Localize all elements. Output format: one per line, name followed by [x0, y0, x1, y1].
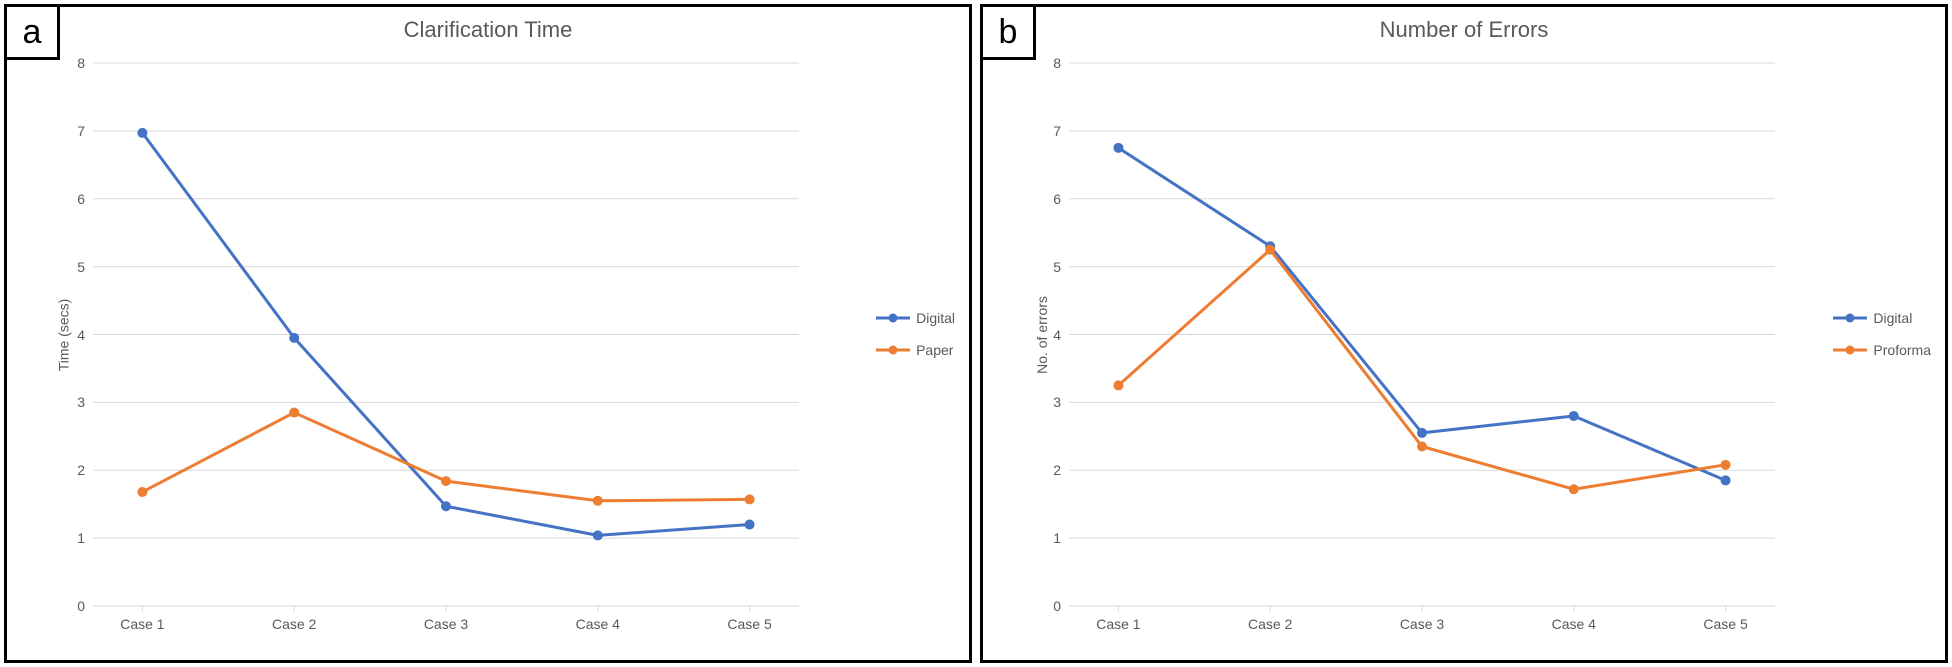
series-marker [593, 496, 603, 506]
series-marker [1265, 245, 1275, 255]
x-tick-label: Case 4 [576, 616, 620, 632]
panel-a-chart: Time (secs) 012345678Case 1Case 2Case 3C… [93, 63, 799, 606]
x-tick-label: Case 1 [120, 616, 164, 632]
legend-label: Proforma [1873, 342, 1931, 358]
series-marker [441, 476, 451, 486]
y-tick-label: 7 [1033, 123, 1061, 139]
y-tick-label: 5 [1033, 259, 1061, 275]
series-marker [289, 408, 299, 418]
panel-a-letter: a [4, 4, 60, 60]
y-tick-label: 1 [1033, 530, 1061, 546]
x-tick-label: Case 3 [1400, 616, 1444, 632]
series-marker [745, 494, 755, 504]
panel-a-title: Clarification Time [7, 17, 969, 57]
series-line [1118, 250, 1725, 490]
legend-swatch [1833, 344, 1867, 356]
y-tick-label: 3 [57, 394, 85, 410]
legend-item: Proforma [1833, 342, 1931, 358]
plot-svg [1069, 63, 1775, 606]
y-tick-label: 8 [1033, 55, 1061, 71]
legend-label: Paper [916, 342, 953, 358]
series-marker [1721, 475, 1731, 485]
y-tick-label: 5 [57, 259, 85, 275]
legend-swatch [1833, 312, 1867, 324]
y-tick-label: 2 [1033, 462, 1061, 478]
x-tick-label: Case 5 [727, 616, 771, 632]
y-tick-label: 4 [57, 327, 85, 343]
series-marker [289, 333, 299, 343]
legend-item: Digital [876, 310, 955, 326]
legend-swatch [876, 344, 910, 356]
y-tick-label: 0 [1033, 598, 1061, 614]
series-marker [1569, 411, 1579, 421]
series-marker [1113, 380, 1123, 390]
series-marker [137, 487, 147, 497]
y-tick-label: 3 [1033, 394, 1061, 410]
panel-b-title: Number of Errors [983, 17, 1945, 57]
legend-item: Paper [876, 342, 955, 358]
x-tick-label: Case 4 [1552, 616, 1596, 632]
legend-item: Digital [1833, 310, 1931, 326]
panel-b: b Number of Errors No. of errors 0123456… [980, 4, 1948, 663]
series-marker [137, 128, 147, 138]
plot-svg [93, 63, 799, 606]
y-tick-label: 2 [57, 462, 85, 478]
series-marker [441, 501, 451, 511]
series-marker [1113, 143, 1123, 153]
y-tick-label: 6 [1033, 191, 1061, 207]
panel-b-legend: Digital Proforma [1833, 310, 1931, 358]
series-marker [745, 520, 755, 530]
x-tick-label: Case 2 [1248, 616, 1292, 632]
y-tick-label: 6 [57, 191, 85, 207]
y-tick-label: 1 [57, 530, 85, 546]
panel-b-letter: b [980, 4, 1036, 60]
legend-label: Digital [916, 310, 955, 326]
series-marker [1417, 428, 1427, 438]
y-tick-label: 8 [57, 55, 85, 71]
panel-b-letter-text: b [999, 13, 1018, 52]
figure-container: a Clarification Time Time (secs) 0123456… [0, 0, 1952, 667]
panel-a: a Clarification Time Time (secs) 0123456… [4, 4, 972, 663]
y-tick-label: 4 [1033, 327, 1061, 343]
series-marker [1569, 484, 1579, 494]
series-marker [1721, 460, 1731, 470]
x-tick-label: Case 3 [424, 616, 468, 632]
legend-swatch [876, 312, 910, 324]
series-line [142, 413, 749, 501]
panel-a-legend: Digital Paper [876, 310, 955, 358]
series-marker [1417, 441, 1427, 451]
series-marker [593, 530, 603, 540]
panel-a-letter-text: a [23, 13, 42, 52]
y-tick-label: 7 [57, 123, 85, 139]
panel-b-chart: No. of errors 012345678Case 1Case 2Case … [1069, 63, 1775, 606]
x-tick-label: Case 5 [1703, 616, 1747, 632]
x-tick-label: Case 1 [1096, 616, 1140, 632]
x-tick-label: Case 2 [272, 616, 316, 632]
y-tick-label: 0 [57, 598, 85, 614]
legend-label: Digital [1873, 310, 1912, 326]
